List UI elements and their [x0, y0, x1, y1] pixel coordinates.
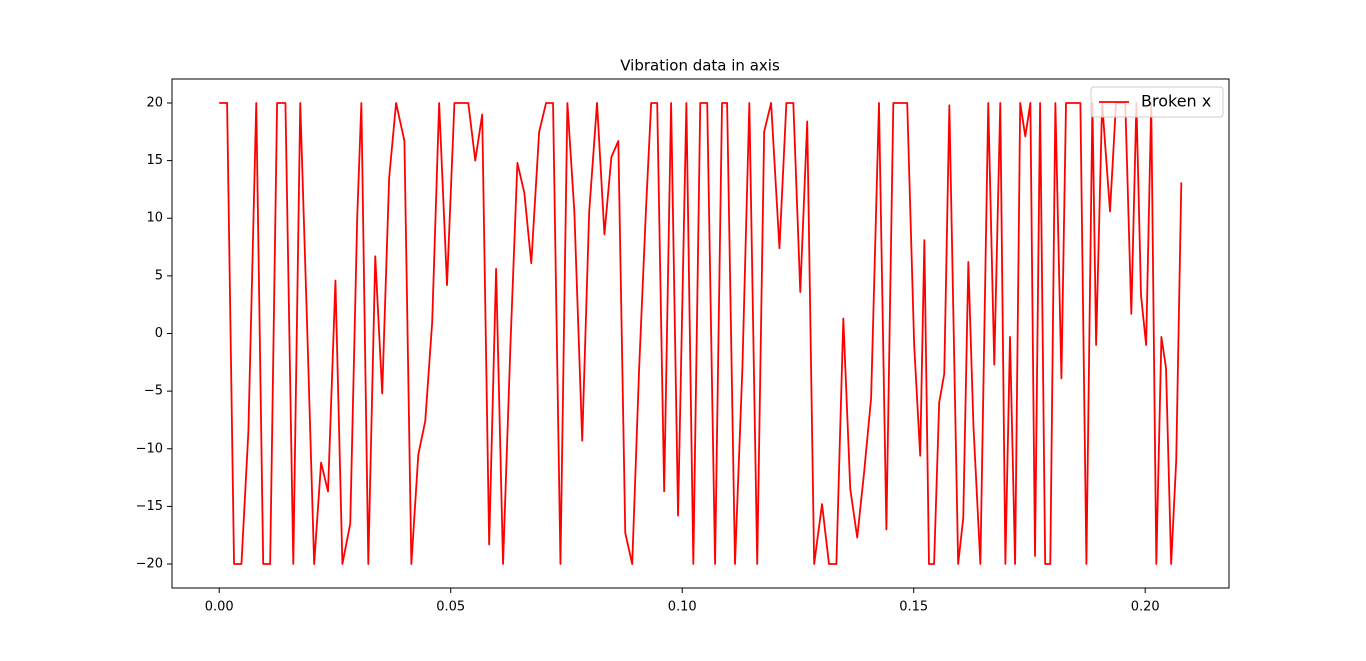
y-tick-label: 0	[155, 326, 163, 341]
x-tick-label: 0.15	[899, 600, 928, 615]
legend-box	[1090, 86, 1224, 118]
y-tick-label: 10	[146, 211, 163, 226]
line-series	[219, 102, 1183, 565]
y-tick-label: −5	[144, 384, 163, 399]
y-tick-label: −10	[136, 441, 163, 456]
x-tick-label: 0.05	[436, 600, 465, 615]
y-tick-label: −15	[136, 499, 163, 514]
x-tick-label: 0.00	[205, 600, 234, 615]
x-tick-label: 0.20	[1131, 600, 1160, 615]
y-tick-label: −20	[136, 557, 163, 572]
x-tick-label: 0.10	[668, 600, 697, 615]
plot-frame	[171, 78, 1230, 589]
chart-title: Vibration data in axis	[620, 57, 780, 75]
y-tick-label: 15	[146, 153, 163, 168]
legend-label: Broken x	[1141, 92, 1211, 111]
y-tick-label: 20	[146, 95, 163, 110]
y-tick-label: 5	[155, 268, 163, 283]
